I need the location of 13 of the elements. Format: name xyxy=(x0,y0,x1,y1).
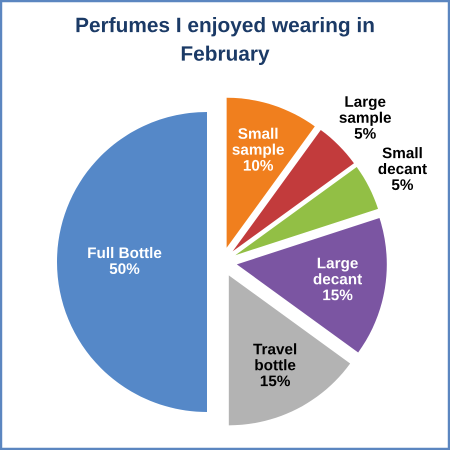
data-label: 5% xyxy=(392,179,414,190)
slice-label: Large decant xyxy=(314,258,362,284)
data-label: 15% xyxy=(260,375,290,386)
slice-label: Travel bottle xyxy=(253,343,296,370)
slice-label: Full Bottle xyxy=(88,246,162,258)
chart-title: Perfumes I enjoyed wearing in February xyxy=(76,17,374,65)
slice-label: Small decant xyxy=(378,147,427,174)
data-label: 5% xyxy=(354,128,376,139)
data-label: 15% xyxy=(323,290,352,300)
data-label: 10% xyxy=(244,160,274,171)
slice-label: Large sample xyxy=(339,96,391,126)
data-label: 50% xyxy=(110,263,140,274)
slice-label: Small sample xyxy=(232,128,284,158)
